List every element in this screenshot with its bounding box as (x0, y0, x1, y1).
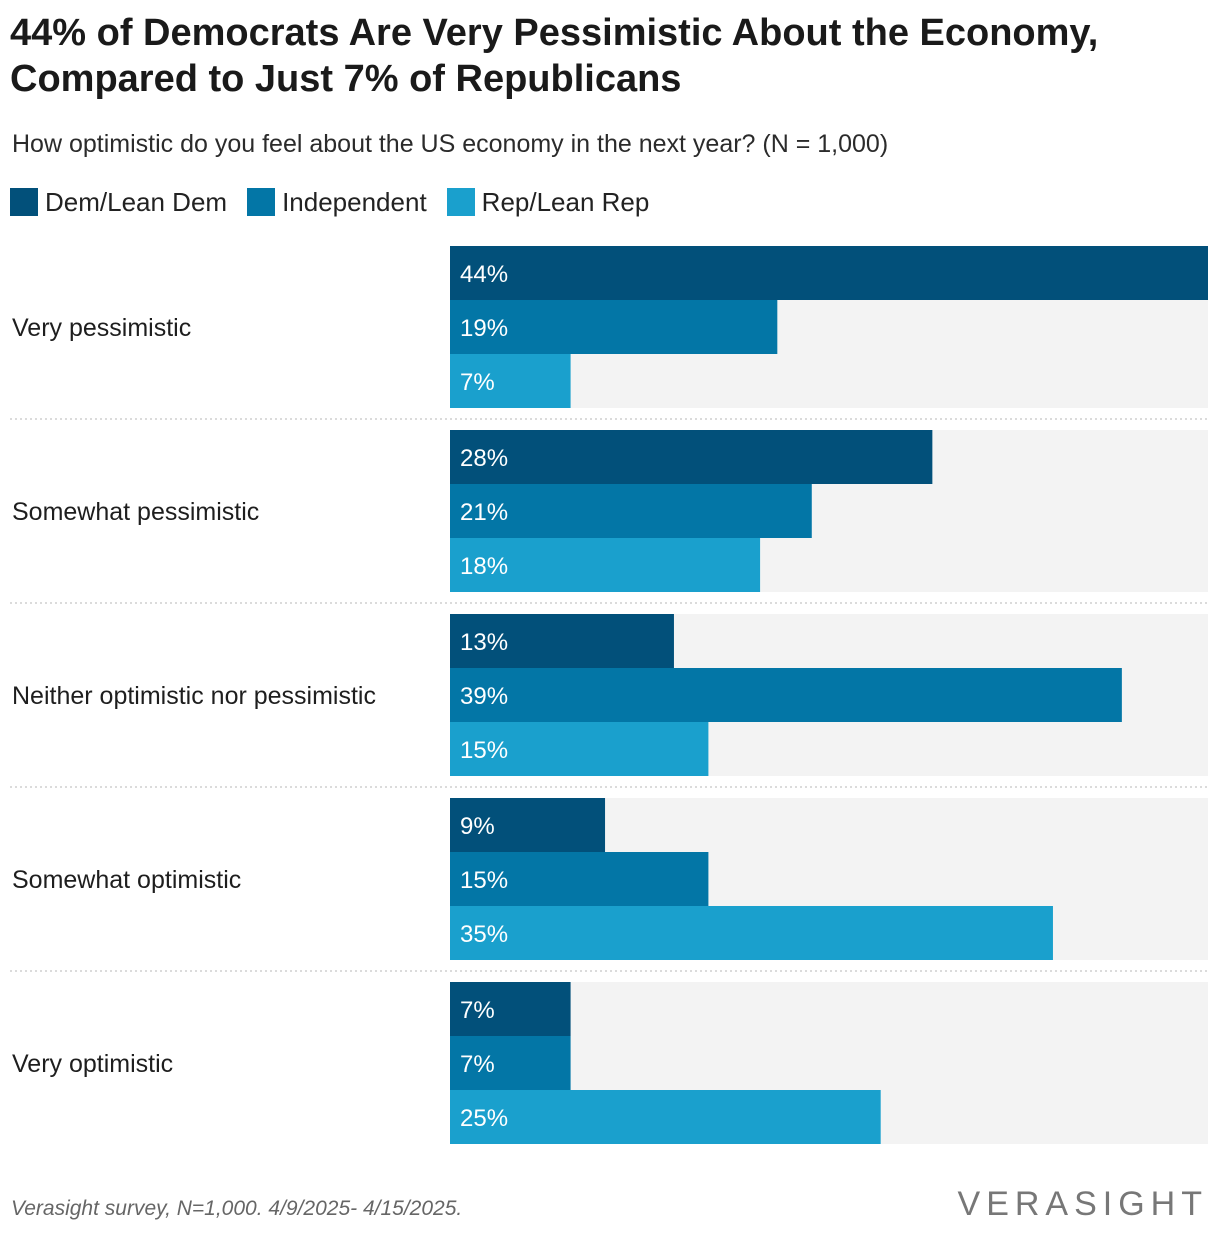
value-label-neither-optimistic-nor-pessimistic-dem-lean-dem: 13% (460, 629, 508, 656)
legend-swatch-independent (247, 188, 276, 216)
chart-subtitle: How optimistic do you feel about the US … (12, 130, 889, 158)
value-label-very-optimistic-rep-lean-rep: 25% (460, 1105, 508, 1132)
bar-somewhat-pessimistic-rep-lean-rep (450, 538, 761, 592)
bar-neither-optimistic-nor-pessimistic-dem-lean-dem (450, 614, 674, 668)
source-note: Verasight survey, N=1,000. 4/9/2025- 4/1… (11, 1197, 463, 1220)
verasight-logo: VERASIGHT (957, 1185, 1208, 1223)
value-label-somewhat-optimistic-rep-lean-rep: 35% (460, 921, 508, 948)
bar-neither-optimistic-nor-pessimistic-independent (450, 668, 1122, 722)
category-label-somewhat-optimistic: Somewhat optimistic (12, 866, 241, 894)
legend: Dem/Lean Dem Independent Rep/Lean Rep (10, 185, 669, 219)
legend-item-rep: Rep/Lean Rep (446, 186, 650, 218)
bar-very-optimistic-independent (450, 1036, 571, 1090)
value-label-somewhat-optimistic-dem-lean-dem: 9% (460, 813, 495, 840)
value-label-very-pessimistic-independent: 19% (460, 315, 508, 342)
value-label-very-pessimistic-dem-lean-dem: 44% (460, 261, 508, 288)
legend-label-dem: Dem/Lean Dem (45, 186, 228, 217)
bar-somewhat-pessimistic-independent (450, 484, 812, 538)
bar-very-pessimistic-rep-lean-rep (450, 354, 571, 408)
bar-somewhat-pessimistic-dem-lean-dem (450, 430, 933, 484)
bar-very-pessimistic-dem-lean-dem (450, 246, 1208, 300)
category-label-very-optimistic: Very optimistic (12, 1050, 173, 1078)
bar-somewhat-optimistic-dem-lean-dem (450, 798, 606, 852)
bar-very-optimistic-rep-lean-rep (450, 1090, 881, 1144)
value-label-somewhat-pessimistic-dem-lean-dem: 28% (460, 445, 508, 472)
value-label-neither-optimistic-nor-pessimistic-rep-lean-rep: 15% (460, 737, 508, 764)
legend-swatch-dem (10, 188, 38, 216)
bar-neither-optimistic-nor-pessimistic-rep-lean-rep (450, 722, 709, 776)
chart-title: 44% of Democrats Are Very Pessimistic Ab… (10, 12, 1099, 100)
value-label-very-optimistic-dem-lean-dem: 7% (460, 997, 495, 1024)
bar-somewhat-optimistic-rep-lean-rep (450, 906, 1053, 960)
value-label-somewhat-pessimistic-independent: 21% (460, 499, 508, 526)
bar-very-optimistic-dem-lean-dem (450, 982, 571, 1036)
bar-somewhat-optimistic-independent (450, 852, 709, 906)
category-label-neither-optimistic-nor-pessimistic: Neither optimistic nor pessimistic (12, 682, 376, 710)
category-label-somewhat-pessimistic: Somewhat pessimistic (12, 498, 259, 526)
value-label-somewhat-optimistic-independent: 15% (460, 867, 508, 894)
legend-item-dem: Dem/Lean Dem (10, 187, 227, 218)
value-label-somewhat-pessimistic-rep-lean-rep: 18% (460, 553, 508, 580)
legend-item-independent: Independent (247, 187, 427, 218)
value-label-very-optimistic-independent: 7% (460, 1051, 495, 1078)
bar-very-pessimistic-independent (450, 300, 778, 354)
legend-label-rep: Rep/Lean Rep (481, 186, 650, 217)
category-label-very-pessimistic: Very pessimistic (12, 314, 191, 342)
legend-swatch-rep (446, 188, 475, 216)
value-label-neither-optimistic-nor-pessimistic-independent: 39% (460, 683, 508, 710)
legend-label-independent: Independent (282, 186, 427, 217)
value-label-very-pessimistic-rep-lean-rep: 7% (460, 369, 495, 396)
